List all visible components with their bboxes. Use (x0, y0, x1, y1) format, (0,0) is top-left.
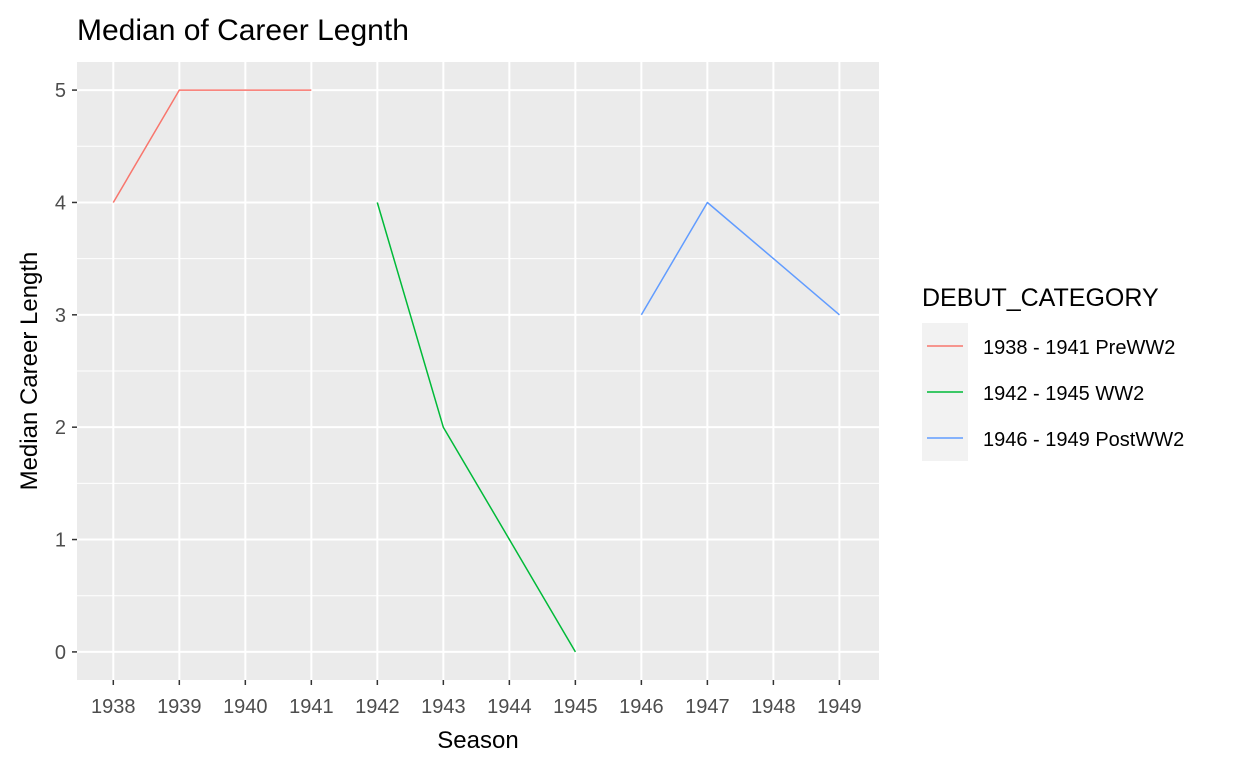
legend-label-3: 1946 - 1949 PostWW2 (983, 429, 1184, 451)
legend: DEBUT_CATEGORY 1938 - 1941 PreWW2 1942 - … (922, 284, 1184, 461)
legend-label-2: 1942 - 1945 WW2 (983, 383, 1144, 405)
y-tick-label: 2 (55, 417, 66, 439)
series-line-1 (112, 89, 312, 203)
legend-items: 1938 - 1941 PreWW2 1942 - 1945 WW2 1946 - … (927, 337, 1184, 451)
series-lines (112, 89, 840, 653)
y-tick-label: 1 (55, 530, 66, 552)
x-tick-label: 1938 (91, 696, 136, 718)
legend-label-1: 1938 - 1941 PreWW2 (983, 337, 1175, 359)
y-axis: 0 1 2 3 4 5 (55, 80, 77, 664)
x-tick-label: 1944 (487, 696, 532, 718)
chart-title: Median of Career Legnth (77, 14, 409, 47)
x-tick-label: 1939 (157, 696, 202, 718)
x-tick-label: 1947 (685, 696, 730, 718)
y-tick-label: 5 (55, 80, 66, 102)
x-axis-title: Season (437, 727, 518, 754)
y-tick-label: 0 (55, 642, 66, 664)
x-tick-label: 1948 (751, 696, 796, 718)
series-line-3 (640, 201, 840, 316)
y-axis-title: Median Career Length (16, 252, 43, 491)
x-tick-label: 1940 (223, 696, 268, 718)
x-tick-label: 1941 (289, 696, 334, 718)
x-tick-label: 1942 (355, 696, 400, 718)
y-tick-label: 3 (55, 305, 66, 327)
legend-title: DEBUT_CATEGORY (922, 284, 1159, 312)
series-line-2 (376, 202, 577, 653)
x-axis: 1938 1939 1940 1941 1942 1943 1944 1945 1946 1947… (91, 680, 862, 718)
minor-gridlines (77, 145, 879, 597)
x-tick-label: 1945 (553, 696, 598, 718)
x-tick-label: 1949 (817, 696, 862, 718)
y-tick-label: 4 (55, 192, 66, 214)
x-tick-label: 1946 (619, 696, 664, 718)
x-tick-label: 1943 (421, 696, 466, 718)
major-gridlines (77, 62, 879, 680)
